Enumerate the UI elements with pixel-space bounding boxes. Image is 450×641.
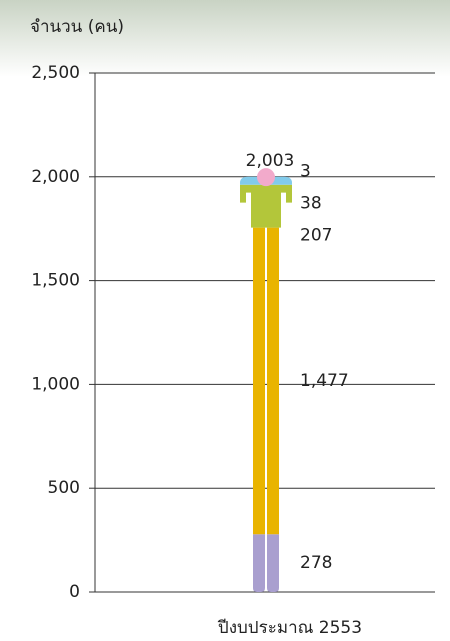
y-tick-label: 0 (69, 582, 80, 602)
y-tick-label: 500 (48, 478, 80, 498)
y-tick-label: 2,500 (31, 63, 80, 83)
figure-segment (253, 227, 279, 535)
y-axis-label: จำนวน (คน) (30, 17, 124, 37)
y-tick-label: 1,500 (31, 271, 80, 291)
figure-segment (253, 534, 279, 592)
figure-head (257, 168, 275, 187)
figure-segment (240, 184, 292, 228)
x-category-label: ปีงบประมาณ 2553 (217, 618, 362, 638)
y-tick-label: 1,000 (31, 374, 80, 394)
value-label: 278 (300, 553, 332, 573)
total-label: 2,003 (246, 151, 295, 171)
value-label: 3 (300, 161, 311, 181)
y-tick-label: 2,000 (31, 167, 80, 187)
value-label: 1,477 (300, 371, 349, 391)
value-label: 207 (300, 225, 332, 245)
value-label: 38 (300, 193, 322, 213)
